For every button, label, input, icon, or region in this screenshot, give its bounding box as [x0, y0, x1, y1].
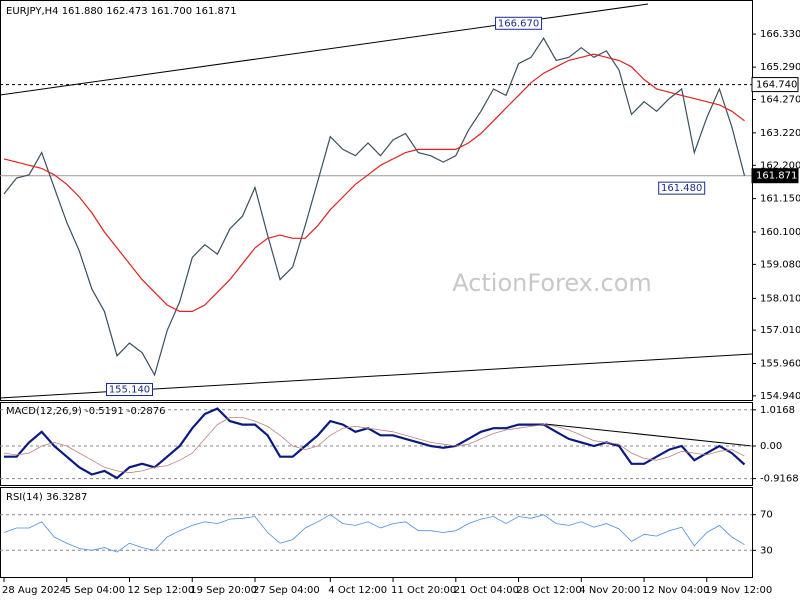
y-tick-label: 165.290 — [760, 62, 800, 73]
annotation-box — [658, 181, 706, 195]
y-tick-label: 159.080 — [760, 259, 800, 270]
y-tick-label: 154.940 — [760, 391, 800, 402]
x-tick-label: 19 Sep 20:00 — [190, 585, 257, 596]
x-tick-label: 19 Nov 12:00 — [705, 585, 772, 596]
x-tick-label: 12 Nov 04:00 — [642, 585, 709, 596]
annotation-box — [106, 383, 153, 397]
price-tag-label: 161.871 — [756, 171, 797, 182]
y-tick-label: 158.010 — [760, 293, 800, 304]
x-tick-label: 4 Nov 20:00 — [579, 585, 640, 596]
y-tick-label: 30 — [760, 545, 773, 556]
x-tick-label: 11 Oct 20:00 — [391, 585, 456, 596]
price-tag-label: 164.740 — [756, 80, 797, 91]
y-tick-label: 166.330 — [760, 29, 800, 40]
x-tick-label: 28 Aug 2024 — [2, 585, 66, 596]
trend-line — [544, 423, 753, 447]
y-tick-label: -0.9168 — [760, 474, 799, 485]
series-line — [3, 53, 745, 312]
x-tick-label: 27 Sep 04:00 — [253, 585, 320, 596]
x-tick-label: 28 Oct 12:00 — [517, 585, 582, 596]
y-tick-label: 70 — [760, 510, 773, 521]
y-tick-label: 160.100 — [760, 227, 800, 238]
series-line — [4, 407, 746, 480]
annotation-box — [495, 16, 543, 30]
annotation-label: 161.480 — [661, 183, 702, 194]
y-tick-label: 1.0168 — [760, 405, 795, 416]
series-line — [3, 37, 746, 377]
pane-title: MACD(12,26,9) -0.5191 -0.2876 — [6, 406, 166, 417]
x-tick-label: 21 Oct 04:00 — [454, 585, 519, 596]
pane-title: EURJPY,H4 161.880 162.473 161.700 161.87… — [6, 6, 237, 17]
price-tag — [751, 168, 799, 184]
watermark: ActionForex.com — [452, 269, 652, 297]
y-tick-label: 161.150 — [760, 194, 800, 205]
price-tag — [751, 77, 799, 93]
series-line — [3, 514, 745, 553]
y-tick-label: 164.270 — [760, 95, 800, 106]
x-tick-label: 4 Oct 12:00 — [328, 585, 387, 596]
macd-pane — [0, 402, 753, 486]
rsi-pane — [0, 487, 753, 578]
pane-title: RSI(14) 36.3287 — [6, 492, 87, 503]
price-pane — [0, 0, 753, 401]
annotation-label: 166.670 — [498, 18, 539, 29]
y-tick-label: 162.200 — [760, 160, 800, 171]
series-line — [3, 417, 745, 474]
annotation-label: 155.140 — [109, 385, 150, 396]
trend-line — [0, 3, 649, 96]
y-tick-label: 163.220 — [760, 128, 800, 139]
x-tick-label: 12 Sep 12:00 — [128, 585, 195, 596]
x-tick-label: 5 Sep 04:00 — [65, 585, 125, 596]
y-tick-label: 155.960 — [760, 358, 800, 369]
y-tick-label: 0.00 — [760, 441, 782, 452]
y-tick-label: 157.010 — [760, 325, 800, 336]
